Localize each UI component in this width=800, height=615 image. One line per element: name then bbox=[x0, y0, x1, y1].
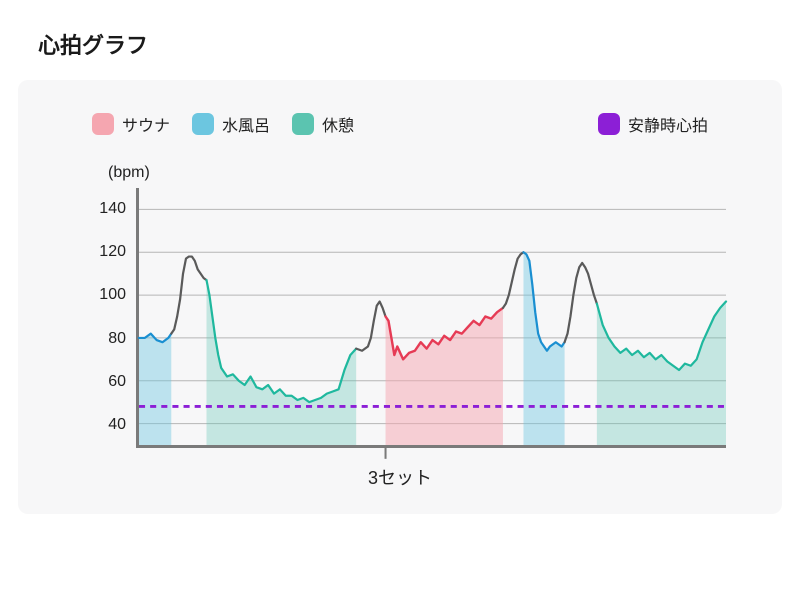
up4-line bbox=[565, 263, 597, 342]
legend-label-sauna: サウナ bbox=[122, 112, 170, 136]
zone-rest2 bbox=[597, 302, 726, 445]
y-tick-label: 140 bbox=[99, 200, 126, 218]
swatch-resting bbox=[598, 113, 620, 135]
legend-label-rest: 休憩 bbox=[322, 112, 354, 136]
y-axis-unit: (bpm) bbox=[46, 164, 754, 188]
zone-sauna1 bbox=[386, 308, 503, 445]
chart-card: サウナ 水風呂 休憩 安静時心拍 (bpm) 40 60 80 100 120 140 3… bbox=[18, 80, 782, 514]
swatch-cold bbox=[192, 113, 214, 135]
x-axis-label: 3セット bbox=[46, 448, 754, 490]
zone-cold1 bbox=[139, 334, 171, 445]
legend-item-resting: 安静時心拍 bbox=[598, 112, 708, 136]
plot-area bbox=[136, 188, 726, 448]
swatch-rest bbox=[292, 113, 314, 135]
page-title: 心拍グラフ bbox=[0, 0, 800, 80]
legend: サウナ 水風呂 休憩 安静時心拍 bbox=[46, 112, 754, 164]
y-tick-label: 40 bbox=[108, 416, 126, 434]
legend-label-resting: 安静時心拍 bbox=[628, 112, 708, 136]
y-axis-labels: 40 60 80 100 120 140 bbox=[80, 188, 136, 448]
legend-item-rest: 休憩 bbox=[292, 112, 354, 136]
y-tick-label: 80 bbox=[108, 330, 126, 348]
zone-rest1 bbox=[207, 280, 357, 445]
swatch-sauna bbox=[92, 113, 114, 135]
up2-line bbox=[356, 302, 385, 351]
zone-cold2 bbox=[523, 252, 564, 445]
up3-line bbox=[503, 252, 524, 308]
chart-wrap: 40 60 80 100 120 140 bbox=[46, 188, 754, 448]
y-tick-label: 120 bbox=[99, 243, 126, 261]
y-tick-label: 60 bbox=[108, 373, 126, 391]
legend-item-sauna: サウナ bbox=[92, 112, 170, 136]
plot-svg bbox=[139, 188, 726, 445]
y-tick-label: 100 bbox=[99, 286, 126, 304]
legend-label-cold: 水風呂 bbox=[222, 112, 270, 136]
legend-item-cold: 水風呂 bbox=[192, 112, 270, 136]
